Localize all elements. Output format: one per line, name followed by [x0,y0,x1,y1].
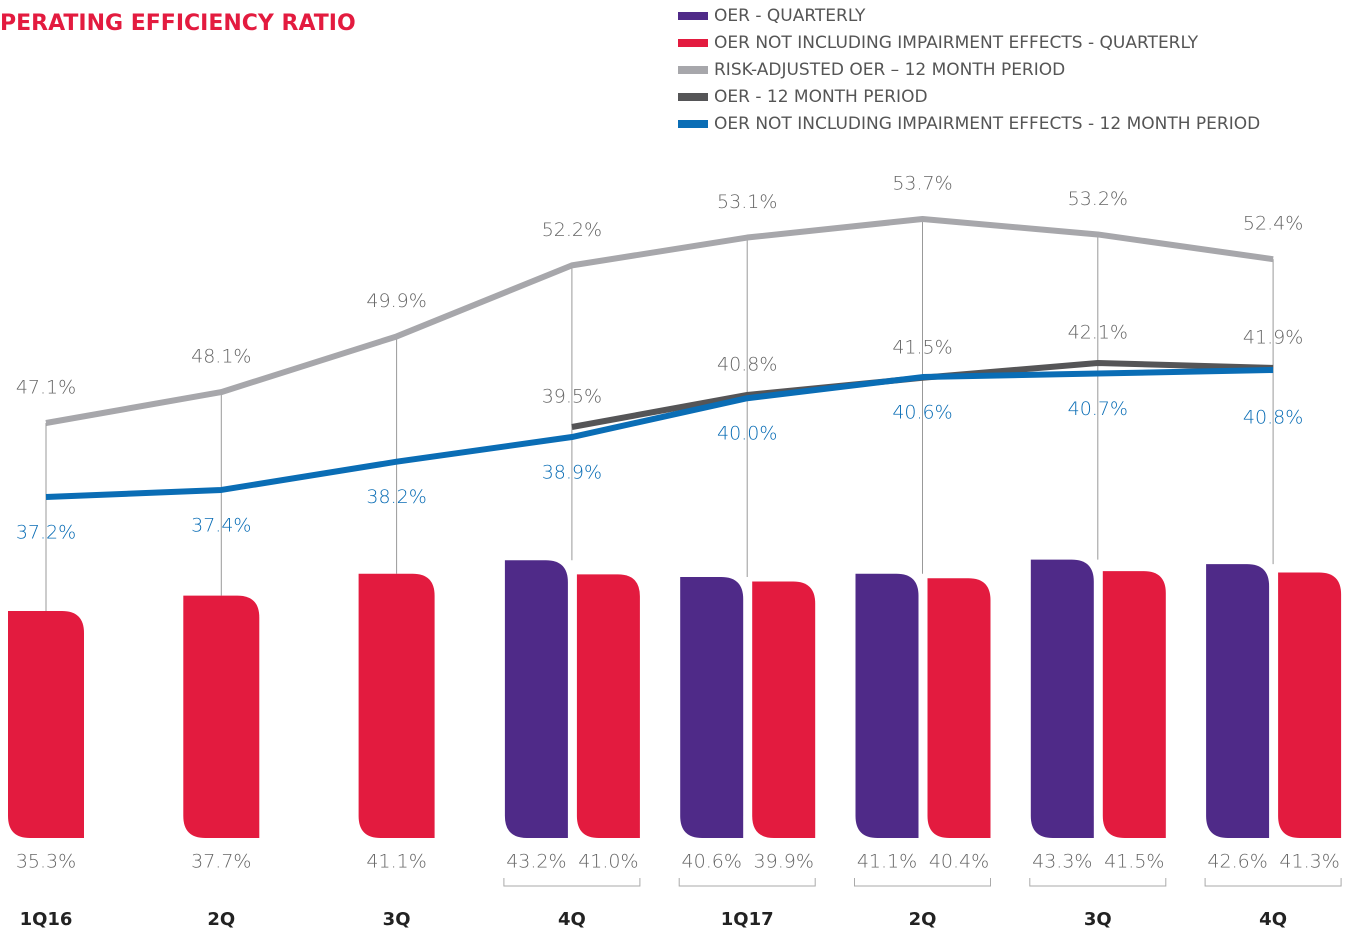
bar [358,573,435,838]
bar [1102,571,1166,838]
bar-label: 43.3% [1032,851,1092,873]
legend-swatch [678,39,708,47]
bar [1206,564,1270,838]
legend-label: RISK-ADJUSTED OER – 12 MONTH PERIOD [714,60,1065,80]
point-label: 49.9% [366,290,426,312]
bar-label: 42.6% [1207,851,1267,873]
x-tick-label: 2Q [207,909,235,930]
bracket [854,878,991,887]
point-label: 40.0% [717,423,777,445]
point-label: 42.1% [1068,322,1128,344]
x-tick-label: 4Q [558,909,586,930]
bar [927,578,991,838]
bar-label: 37.7% [191,851,251,873]
x-tick-label: 4Q [1259,909,1287,930]
x-tick-label: 3Q [1084,909,1112,930]
bar-label: 41.1% [366,851,426,873]
point-label: 41.5% [892,336,952,358]
bar-label: 41.5% [1104,851,1164,873]
legend-label: OER - 12 MONTH PERIOD [714,87,928,107]
bar [1278,572,1342,838]
point-label: 48.1% [191,346,251,368]
point-label: 52.4% [1243,213,1303,235]
legend-swatch [678,93,708,101]
bar-label: 41.3% [1279,851,1339,873]
point-label: 38.9% [542,462,602,484]
point-label: 53.7% [892,173,952,195]
bar-label: 41.1% [857,851,917,873]
bracket [503,878,641,887]
bar-label: 40.4% [929,851,989,873]
point-label: 40.8% [717,354,777,376]
point-label: 47.1% [16,377,76,399]
bar-label: 40.6% [682,851,742,873]
point-label: 41.9% [1243,326,1303,348]
point-label: 39.5% [542,386,602,408]
point-label: 40.8% [1243,407,1303,429]
legend-label: OER NOT INCLUDING IMPAIRMENT EFFECTS - Q… [714,33,1199,53]
bar [752,581,816,838]
point-label: 53.1% [717,191,777,213]
point-label: 40.7% [1068,398,1128,420]
bar-label: 43.2% [506,851,566,873]
bar-label: 35.3% [16,851,76,873]
bracket [678,878,816,887]
bracket [1029,878,1167,887]
x-tick-label: 1Q16 [20,909,73,930]
x-tick-label: 1Q17 [721,909,774,930]
x-tick-label: 3Q [383,909,411,930]
bar-label: 39.9% [754,851,814,873]
legend-swatch [678,66,708,74]
bar [504,560,568,838]
point-label: 37.2% [16,522,76,544]
bar-label: 41.0% [578,851,638,873]
chart-title: PERATING EFFICIENCY RATIO [0,11,356,36]
x-tick-label: 2Q [909,909,937,930]
point-label: 40.6% [892,402,952,424]
legend-label: OER - QUARTERLY [714,6,866,26]
bar [576,574,640,838]
line [45,216,1274,426]
point-label: 52.2% [542,219,602,241]
bar [855,573,919,838]
legend-label: OER NOT INCLUDING IMPAIRMENT EFFECTS - 1… [714,114,1260,134]
legend-swatch [678,12,708,20]
line [45,367,1274,500]
bar [8,611,84,838]
bracket [1204,878,1342,887]
point-label: 38.2% [366,486,426,508]
legend-swatch [678,120,708,128]
bar [183,595,260,838]
bar [680,576,744,838]
bar [1030,559,1094,838]
point-label: 53.2% [1068,188,1128,210]
point-label: 37.4% [191,514,251,536]
